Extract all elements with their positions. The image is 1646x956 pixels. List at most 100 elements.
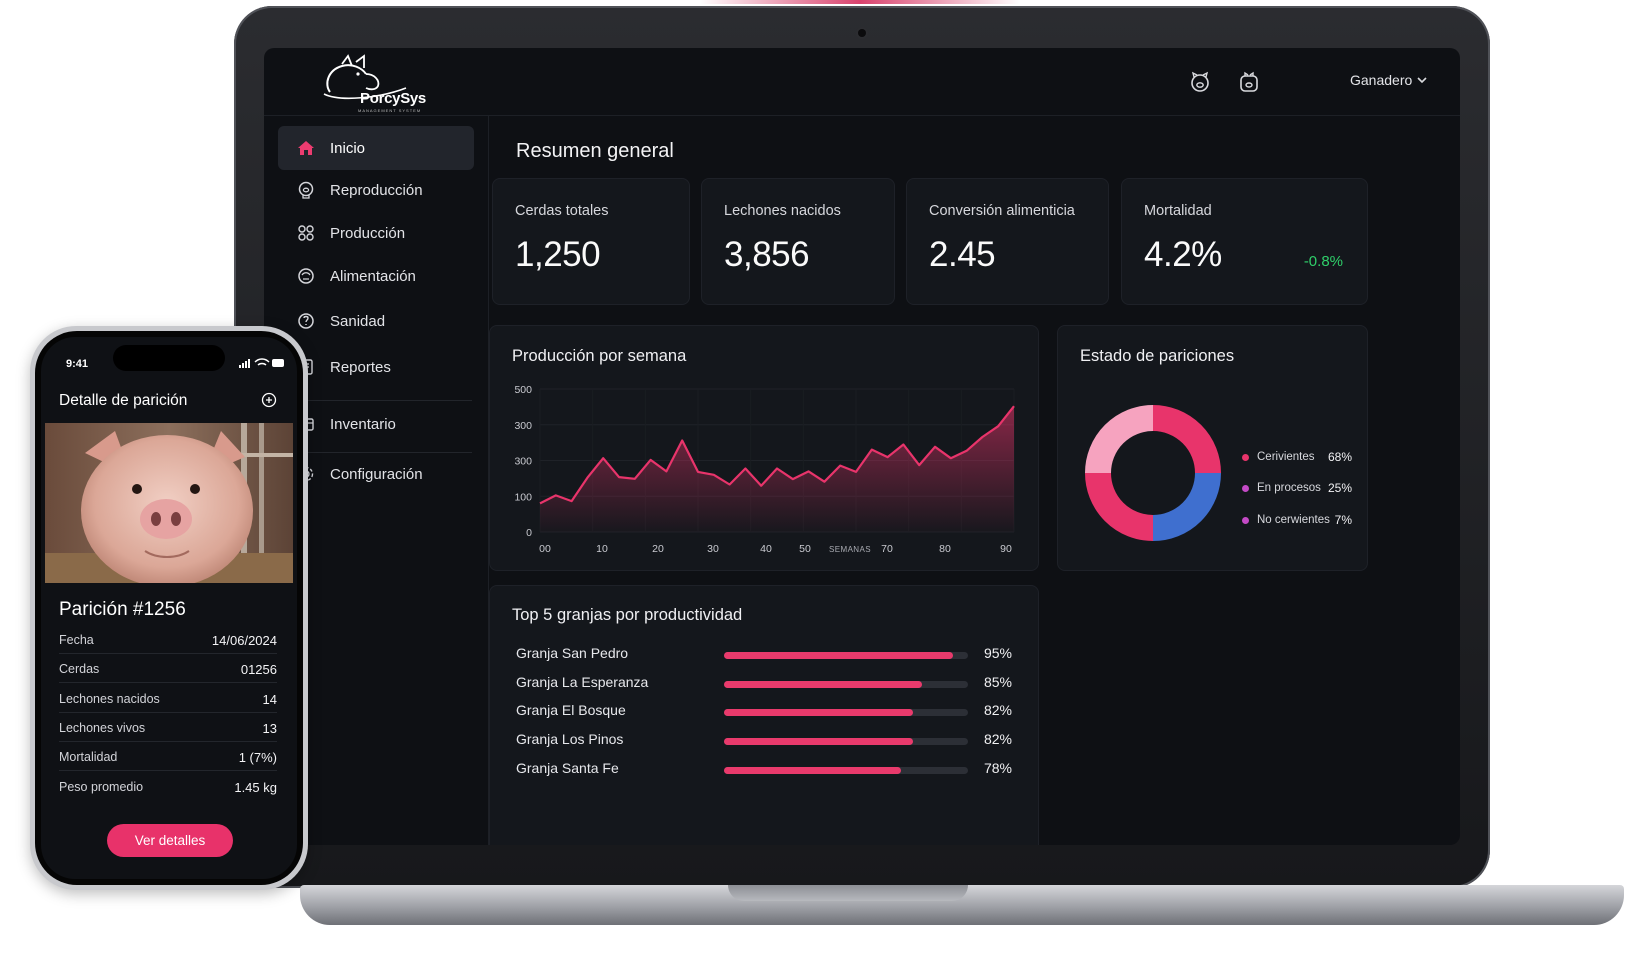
production-chart-card: Producción por semana 500 300 300 100 0 00 10 2… bbox=[489, 325, 1039, 571]
sidebar-item-sanidad[interactable]: Sanidad bbox=[278, 299, 474, 343]
farm-name: Granja La Esperanza bbox=[516, 673, 649, 690]
detail-label: Mortalidad bbox=[59, 750, 118, 764]
legend-value: 7% bbox=[1334, 513, 1352, 527]
reproduction-icon bbox=[298, 181, 314, 199]
detail-value: 14/06/2024 bbox=[211, 633, 277, 648]
detail-label: Peso promedio bbox=[59, 780, 144, 794]
phone-screen: 9:41 Detalle de parición bbox=[41, 337, 297, 879]
y-tick-label: 500 bbox=[514, 384, 532, 396]
farm-row: Granja La Esperanza 85% bbox=[516, 674, 1012, 694]
chart-title: Producción por semana bbox=[512, 347, 687, 365]
pig-photo bbox=[45, 423, 293, 583]
farm-progress-bar bbox=[724, 738, 914, 746]
status-bar-icons bbox=[239, 358, 284, 368]
kpi-value: 1,250 bbox=[515, 235, 601, 274]
detail-label: Fecha bbox=[59, 633, 94, 647]
sidebar-item-label: Reportes bbox=[330, 358, 391, 376]
farm-percentage: 82% bbox=[983, 731, 1012, 748]
logo-tagline: MANAGEMENT SYSTEM bbox=[358, 108, 422, 113]
sidebar-divider bbox=[304, 400, 472, 401]
farm-row: Granja Santa Fe 78% bbox=[516, 760, 1012, 780]
legend-value: 25% bbox=[1327, 481, 1352, 495]
sidebar-item-inicio[interactable]: Inicio bbox=[278, 126, 474, 170]
view-details-button[interactable]: Ver detalles bbox=[107, 824, 233, 857]
sidebar-divider bbox=[304, 452, 472, 453]
x-tick-label: 80 bbox=[939, 543, 951, 555]
user-menu-label[interactable]: Ganadero bbox=[1350, 72, 1413, 88]
farm-progress-track bbox=[724, 766, 968, 774]
phone-screen-title: Detalle de parición bbox=[59, 392, 188, 409]
sidebar-item-label: Inicio bbox=[330, 139, 366, 157]
kpi-delta: -0.8% bbox=[1303, 253, 1343, 270]
detail-value: 13 bbox=[262, 721, 277, 736]
kpi-label: Conversión alimenticia bbox=[929, 203, 1075, 219]
farm-progress-track bbox=[724, 709, 968, 717]
farm-name: Granja El Bosque bbox=[516, 702, 626, 719]
birth-record-heading: Parición #1256 bbox=[59, 599, 186, 620]
sidebar-item-alimentacion[interactable]: Alimentación bbox=[278, 254, 474, 298]
porcysys-logo-icon bbox=[323, 54, 407, 100]
logo-wordmark: PorcySys bbox=[360, 90, 426, 107]
card-title: Top 5 granjas por productividad bbox=[512, 606, 743, 624]
status-time: 9:41 bbox=[66, 358, 89, 370]
chevron-down-icon[interactable] bbox=[1416, 74, 1428, 86]
farm-progress-track bbox=[724, 738, 968, 746]
legend-label: Cerivientes bbox=[1257, 451, 1315, 463]
kpi-card-lechones: Lechones nacidos 3,856 bbox=[701, 178, 895, 305]
farm-percentage: 95% bbox=[983, 645, 1012, 661]
kpi-value: 4.2% bbox=[1144, 235, 1222, 274]
donut-segment-cerivientes-b bbox=[1085, 472, 1154, 541]
kpi-label: Cerdas totales bbox=[515, 203, 609, 219]
detail-value: 1 (7%) bbox=[238, 750, 277, 765]
legend-item: Cerivientes 68% bbox=[1242, 450, 1352, 464]
detail-value: 14 bbox=[262, 692, 277, 707]
x-tick-label: 90 bbox=[1000, 543, 1012, 555]
kpi-card-conversion: Conversión alimenticia 2.45 bbox=[906, 178, 1109, 305]
farm-progress-bar bbox=[724, 680, 923, 688]
x-axis-title: SEMANAS bbox=[829, 545, 871, 554]
x-tick-label: 10 bbox=[596, 543, 608, 555]
detail-row: Lechones vivos 13 bbox=[59, 714, 277, 742]
farm-percentage: 78% bbox=[983, 759, 1012, 776]
donut-segment-en-procesos bbox=[1152, 472, 1221, 541]
detail-label: Lechones vivos bbox=[59, 721, 146, 735]
legend-value: 68% bbox=[1327, 450, 1352, 464]
legend-label: En procesos bbox=[1257, 482, 1321, 494]
pig-badge-icon[interactable] bbox=[1237, 70, 1261, 94]
x-tick-label: 40 bbox=[760, 543, 772, 555]
detail-label: Lechones nacidos bbox=[59, 692, 160, 706]
legend-item: No cerwientes 7% bbox=[1242, 513, 1352, 527]
phone-content-layer: 9:41 Detalle de parición bbox=[30, 326, 308, 890]
farm-percentage: 82% bbox=[983, 702, 1012, 719]
sidebar: Inicio Reproducción Producción bbox=[264, 116, 489, 845]
sidebar-item-label: Reproducción bbox=[330, 181, 423, 199]
top-farms-card: Top 5 granjas por productividad Granja S… bbox=[489, 585, 1039, 845]
farm-name: Granja Santa Fe bbox=[516, 759, 619, 776]
farm-percentage: 85% bbox=[983, 673, 1012, 690]
legend-item: En procesos 25% bbox=[1242, 481, 1352, 495]
y-tick-label: 300 bbox=[514, 456, 532, 468]
sidebar-item-produccion[interactable]: Producción bbox=[278, 211, 474, 255]
laptop-base-notch bbox=[728, 885, 968, 901]
sidebar-item-label: Alimentación bbox=[330, 267, 416, 285]
detail-value: 1.45 kg bbox=[234, 780, 277, 795]
kpi-value: 2.45 bbox=[929, 235, 996, 274]
add-circle-icon[interactable] bbox=[261, 392, 277, 408]
farm-row: Granja El Bosque 82% bbox=[516, 702, 1012, 722]
legend-dot bbox=[1242, 453, 1249, 461]
kpi-label: Lechones nacidos bbox=[724, 203, 841, 219]
health-icon bbox=[298, 313, 314, 329]
farm-progress-bar bbox=[724, 652, 953, 659]
y-tick-label: 100 bbox=[514, 491, 532, 503]
laptop-screen: PorcySys MANAGEMENT SYSTEM Ganadero Inic… bbox=[264, 48, 1460, 845]
donut-segment-cerivientes-a bbox=[1152, 405, 1221, 474]
pig-face-icon[interactable] bbox=[1188, 70, 1212, 94]
x-tick-label: 00 bbox=[539, 543, 551, 555]
detail-row: Mortalidad 1 (7%) bbox=[59, 743, 277, 771]
x-tick-label: 30 bbox=[707, 543, 719, 555]
births-status-card: Estado de pariciones Cerivientes 68% En … bbox=[1057, 325, 1368, 571]
detail-row: Peso promedio 1.45 kg bbox=[59, 773, 277, 801]
births-donut-chart bbox=[1085, 405, 1221, 541]
sidebar-item-reproduccion[interactable]: Reproducción bbox=[278, 168, 474, 212]
